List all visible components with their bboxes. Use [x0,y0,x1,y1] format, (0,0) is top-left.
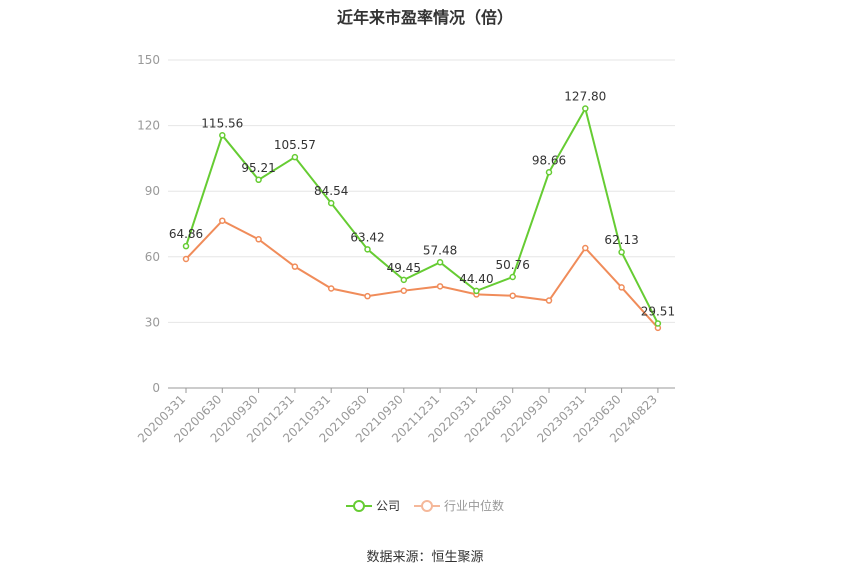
y-tick-label: 150 [137,53,160,67]
data-label-company: 49.45 [387,261,421,275]
data-label-company: 44.40 [459,272,493,286]
y-tick-label: 60 [145,250,160,264]
data-label-company: 57.48 [423,243,457,257]
data-point-company[interactable] [436,259,444,266]
data-label-company: 98.66 [532,153,566,167]
series-line-company [185,105,659,324]
data-source: 数据来源：恒生聚源 [366,550,484,565]
data-label-company: 50.76 [496,258,530,272]
data-label-company: 127.80 [564,90,606,104]
data-point-company[interactable] [618,248,625,256]
data-point-company[interactable] [473,287,480,295]
data-point-company[interactable] [582,105,589,112]
series-line-industry-median [185,219,659,329]
data-point-industry-median[interactable] [291,263,299,270]
data-label-company: 29.51 [641,304,675,318]
data-point-company[interactable] [364,246,371,253]
legend-item-company[interactable]: 公司 [345,497,400,514]
data-point-industry-median[interactable] [364,292,371,300]
data-label-company: 115.56 [201,116,243,130]
data-point-company[interactable] [654,320,662,327]
data-label-company: 105.57 [274,138,316,152]
data-point-company[interactable] [545,169,553,176]
data-point-industry-median[interactable] [182,255,190,263]
legend-label-industry-median: 行业中位数 [444,499,505,513]
legend-label-company: 公司 [375,499,400,513]
data-point-industry-median[interactable] [219,217,226,224]
data-point-company[interactable] [182,242,190,250]
data-point-company[interactable] [219,132,226,139]
data-point-company[interactable] [400,276,408,284]
data-labels: 64.86 115.56 95.21 105.57 84.54 63.42 49.4557.… [169,90,675,319]
data-point-company[interactable] [327,199,335,207]
data-point-industry-median[interactable] [327,285,335,292]
data-point-industry-median[interactable] [400,287,408,294]
y-tick-label: 30 [145,315,160,329]
data-point-company[interactable] [509,273,516,281]
legend: 公司 行业中位数 [0,497,850,514]
y-tick-label: 0 [152,381,160,395]
axes: 0306090120150202003312020063020200930202… [135,53,675,445]
data-point-industry-median[interactable] [255,236,262,243]
data-point-industry-median[interactable] [545,297,553,304]
legend-industry-marker-icon [414,499,440,512]
series-lines [182,105,662,332]
data-label-company: 95.21 [241,161,275,175]
data-label-company: 84.54 [314,184,348,198]
legend-item-industry-median[interactable]: 行业中位数 [414,497,504,514]
data-point-company[interactable] [291,153,299,161]
data-label-company: 63.42 [350,230,384,244]
legend-company-marker-icon [345,499,372,512]
data-point-industry-median[interactable] [436,283,444,290]
y-tick-label: 90 [145,184,160,198]
data-point-company[interactable] [255,176,262,184]
data-label-company: 62.13 [604,233,638,247]
data-point-industry-median[interactable] [582,244,589,252]
y-tick-label: 120 [137,119,160,133]
data-point-industry-median[interactable] [618,284,625,291]
data-point-industry-median[interactable] [509,292,516,299]
data-label-company: 64.86 [169,227,203,241]
chart-title: 近年来市盈率情况（倍） [336,8,513,27]
